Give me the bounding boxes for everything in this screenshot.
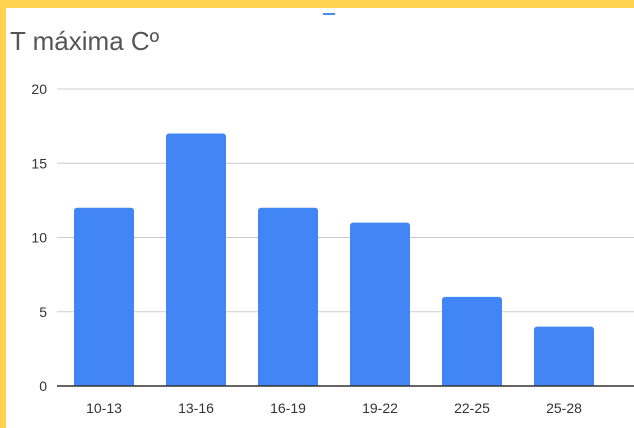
y-tick-label: 5 xyxy=(39,304,47,320)
bar-base xyxy=(534,382,594,386)
bar-base xyxy=(258,382,318,386)
bar-base xyxy=(74,382,134,386)
bars xyxy=(74,133,594,386)
x-tick-labels: 10-13 13-16 16-19 19-22 22-25 25-28 xyxy=(86,400,582,416)
bar-base xyxy=(442,382,502,386)
bar xyxy=(166,133,226,386)
x-tick-label: 13-16 xyxy=(178,400,214,416)
x-tick-label: 19-22 xyxy=(362,400,398,416)
bar xyxy=(534,326,594,386)
gridlines xyxy=(57,88,634,313)
chart-title: T máxima Cº xyxy=(10,26,160,56)
bar xyxy=(442,296,502,386)
x-tick-label: 10-13 xyxy=(86,400,122,416)
bar-base xyxy=(350,382,410,386)
y-tick-label: 10 xyxy=(31,230,47,246)
bar xyxy=(350,222,410,386)
y-tick-label: 0 xyxy=(39,378,47,394)
y-tick-label: 15 xyxy=(31,155,47,171)
bar xyxy=(258,207,318,386)
x-tick-label: 16-19 xyxy=(270,400,306,416)
x-tick-label: 22-25 xyxy=(454,400,490,416)
top-accent-mark xyxy=(323,13,335,15)
bar-base xyxy=(166,382,226,386)
bar xyxy=(74,207,134,386)
y-tick-labels: 0 5 10 15 20 xyxy=(31,81,47,394)
x-tick-label: 25-28 xyxy=(546,400,582,416)
y-tick-label: 20 xyxy=(31,81,47,97)
